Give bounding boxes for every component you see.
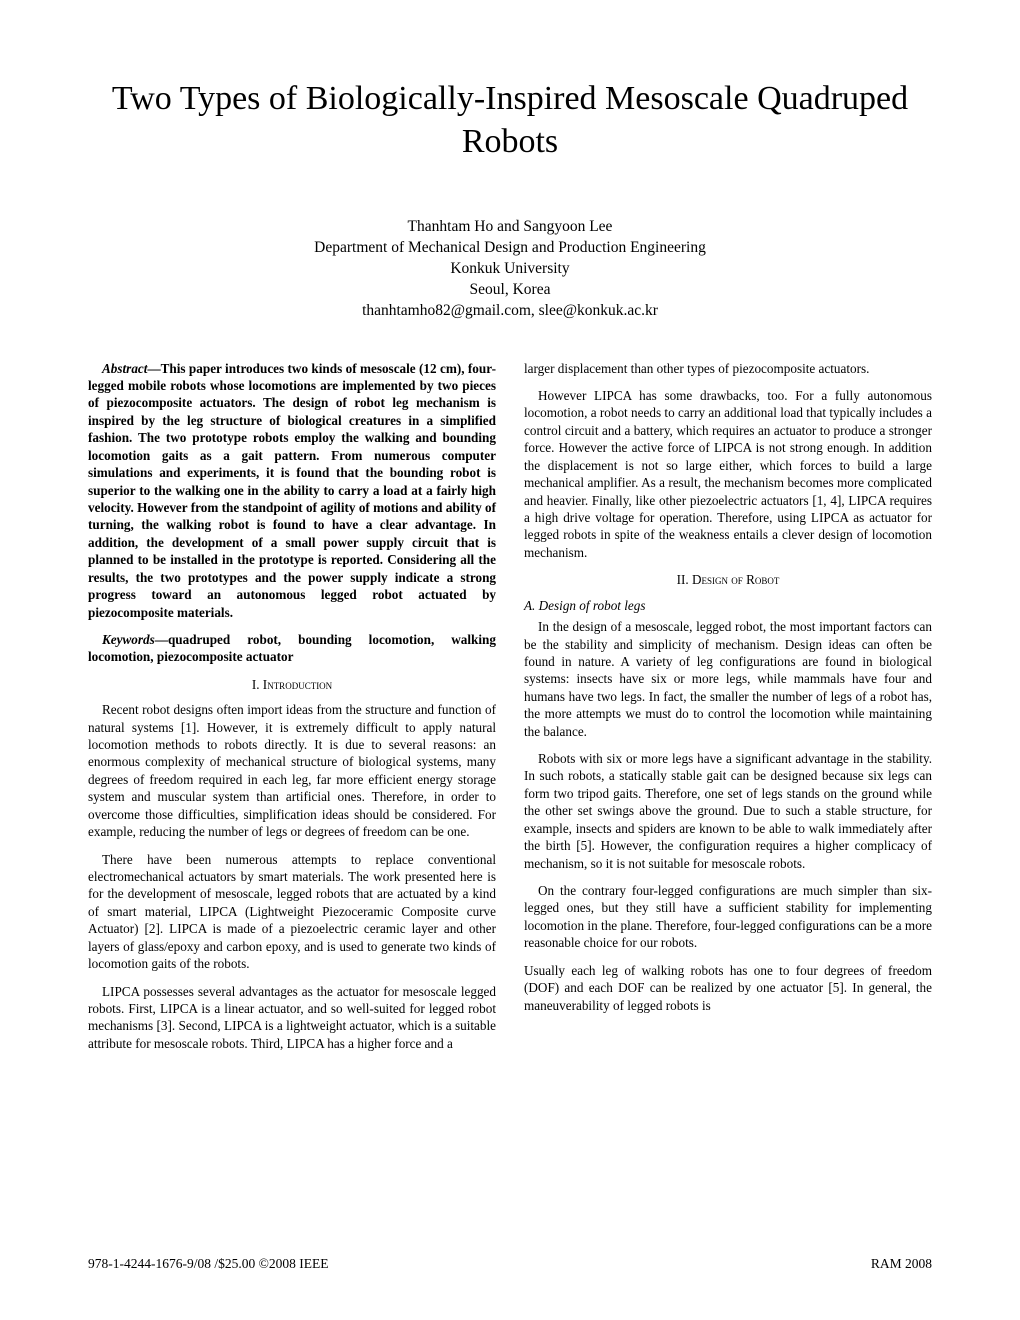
right-column: larger displacement than other types of … — [524, 360, 932, 1063]
abstract-label: Abstract — [102, 361, 147, 376]
keywords: Keywords—quadruped robot, bounding locom… — [88, 631, 496, 666]
page-footer: 978-1-4244-1676-9/08 /$25.00 ©2008 IEEE … — [88, 1256, 932, 1272]
left-column: Abstract—This paper introduces two kinds… — [88, 360, 496, 1063]
subsection-a-heading: A. Design of robot legs — [524, 597, 932, 614]
section-1-heading: I. Introduction — [88, 676, 496, 693]
paper-title: Two Types of Biologically-Inspired Mesos… — [88, 78, 932, 163]
abstract: Abstract—This paper introduces two kinds… — [88, 360, 496, 621]
paragraph: In the design of a mesoscale, legged rob… — [524, 618, 932, 740]
section-2-heading: II. Design of Robot — [524, 571, 932, 588]
footer-left: 978-1-4244-1676-9/08 /$25.00 ©2008 IEEE — [88, 1256, 328, 1272]
author-city: Seoul, Korea — [88, 280, 932, 301]
abstract-text: —This paper introduces two kinds of meso… — [88, 361, 496, 620]
paragraph: However LIPCA has some drawbacks, too. F… — [524, 387, 932, 561]
paragraph: LIPCA possesses several advantages as th… — [88, 983, 496, 1053]
paragraph: larger displacement than other types of … — [524, 360, 932, 377]
author-emails: thanhtamho82@gmail.com, slee@konkuk.ac.k… — [88, 301, 932, 322]
paragraph: On the contrary four-legged configuratio… — [524, 882, 932, 952]
keywords-label: Keywords — [102, 632, 155, 647]
paragraph: There have been numerous attempts to rep… — [88, 851, 496, 973]
paragraph: Recent robot designs often import ideas … — [88, 701, 496, 840]
footer-right: RAM 2008 — [871, 1256, 932, 1272]
paragraph: Robots with six or more legs have a sign… — [524, 750, 932, 872]
paragraph: Usually each leg of walking robots has o… — [524, 962, 932, 1014]
two-column-layout: Abstract—This paper introduces two kinds… — [88, 360, 932, 1063]
author-dept: Department of Mechanical Design and Prod… — [88, 238, 932, 259]
author-block: Thanhtam Ho and Sangyoon Lee Department … — [88, 217, 932, 322]
author-names: Thanhtam Ho and Sangyoon Lee — [88, 217, 932, 238]
author-univ: Konkuk University — [88, 259, 932, 280]
